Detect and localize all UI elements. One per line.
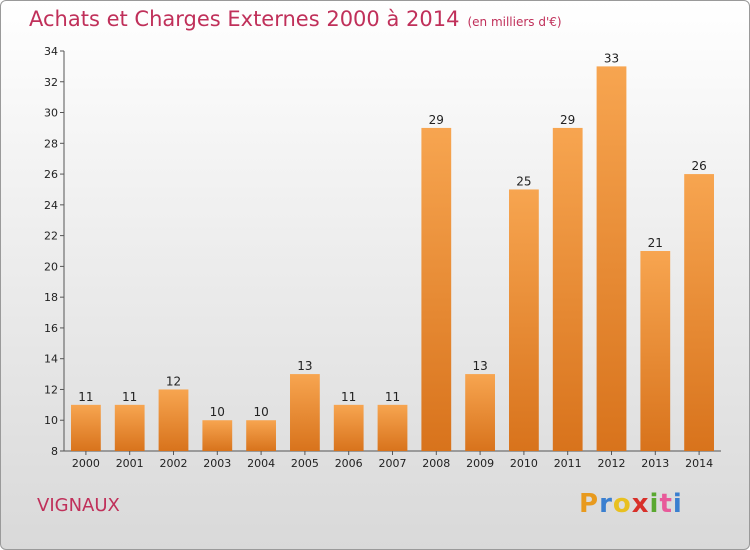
logo-letter: i	[672, 489, 683, 519]
logo-letter: t	[659, 489, 673, 519]
y-tick-label: 30	[44, 107, 58, 120]
x-tick-label: 2012	[598, 457, 626, 470]
y-tick-label: 10	[44, 414, 58, 427]
y-tick-label: 16	[44, 322, 58, 335]
x-tick-label: 2000	[72, 457, 100, 470]
bar-value-label: 10	[210, 405, 225, 419]
proxiti-logo: Proxiti	[579, 489, 683, 519]
y-tick-label: 32	[44, 76, 58, 89]
logo-letter: r	[599, 489, 613, 519]
bar	[202, 420, 233, 451]
x-tick-label: 2009	[466, 457, 494, 470]
bar	[158, 389, 189, 451]
x-tick-label: 2013	[641, 457, 669, 470]
bar-value-label: 10	[253, 405, 268, 419]
bar	[114, 404, 145, 451]
bar-value-label: 11	[78, 390, 93, 404]
bar-value-label: 21	[648, 236, 663, 250]
bar	[71, 404, 101, 451]
bar-value-label: 26	[691, 159, 706, 173]
x-tick-label: 2014	[685, 457, 713, 470]
x-tick-label: 2007	[379, 457, 407, 470]
bar	[684, 174, 714, 452]
logo-letter: i	[649, 489, 660, 519]
bar-value-label: 12	[166, 374, 181, 388]
logo-letter: o	[612, 489, 632, 519]
y-tick-label: 34	[44, 45, 58, 58]
y-tick-label: 28	[44, 137, 58, 150]
y-tick-label: 14	[44, 353, 58, 366]
bar	[509, 189, 539, 451]
bar	[333, 404, 364, 451]
chart-unit: (en milliers d'€)	[467, 15, 562, 29]
x-tick-label: 2006	[335, 457, 363, 470]
bar-value-label: 29	[560, 113, 575, 127]
bar-value-label: 11	[385, 390, 400, 404]
bar	[465, 374, 495, 451]
y-tick-label: 26	[44, 168, 58, 181]
bar-value-label: 11	[122, 390, 137, 404]
y-tick-label: 20	[44, 260, 58, 273]
commune-name: VIGNAUX	[37, 495, 120, 516]
x-tick-label: 2002	[160, 457, 188, 470]
bar-value-label: 25	[516, 174, 531, 188]
chart-title: Achats et Charges Externes 2000 à 2014 (e…	[29, 7, 562, 31]
logo-letter: P	[579, 489, 600, 519]
x-tick-label: 2003	[203, 457, 231, 470]
x-tick-label: 2005	[291, 457, 319, 470]
bar-value-label: 13	[297, 359, 312, 373]
bar	[246, 420, 276, 451]
x-tick-label: 2008	[422, 457, 450, 470]
bar	[290, 374, 320, 451]
y-tick-label: 24	[44, 199, 58, 212]
x-tick-label: 2004	[247, 457, 275, 470]
logo-letter: x	[631, 489, 650, 519]
bar-value-label: 33	[604, 51, 619, 65]
x-tick-label: 2010	[510, 457, 538, 470]
bar	[421, 127, 452, 451]
bar	[552, 127, 583, 451]
bar-value-label: 13	[472, 359, 487, 373]
x-tick-label: 2011	[554, 457, 582, 470]
bar-value-label: 29	[429, 113, 444, 127]
y-tick-label: 8	[51, 445, 58, 458]
x-tick-label: 2001	[116, 457, 144, 470]
y-tick-label: 22	[44, 230, 58, 243]
bar	[377, 404, 408, 451]
bar	[640, 251, 671, 451]
bar-value-label: 11	[341, 390, 356, 404]
y-tick-label: 12	[44, 383, 58, 396]
bar	[596, 66, 627, 451]
y-tick-label: 18	[44, 291, 58, 304]
